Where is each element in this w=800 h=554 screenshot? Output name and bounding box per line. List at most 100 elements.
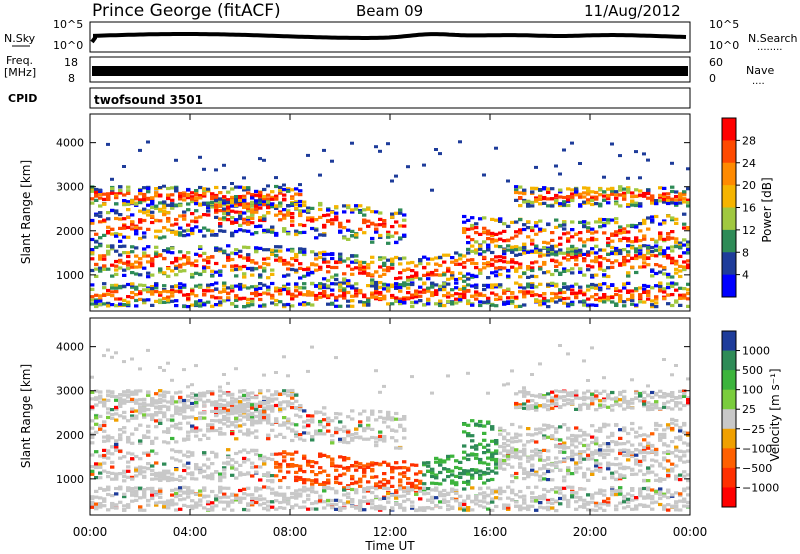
echo-cell [374,475,379,479]
echo-cell [226,416,231,420]
echo-cell [282,287,287,292]
echo-cell [590,259,595,263]
echo-cell [430,467,435,471]
echo-cell [526,470,531,475]
echo-cell [390,418,395,422]
echo-cell [230,209,235,213]
echo-cell [114,448,119,452]
echo-cell [122,393,127,397]
echo-cell [126,475,131,479]
echo-cell [514,476,519,480]
echo-cell [98,400,103,404]
echo-cell [538,188,543,192]
echo-cell [510,250,515,254]
echo-cell [662,296,667,300]
echo-cell [622,263,627,267]
echo-cell [614,249,619,253]
echo-cell [250,299,255,303]
echo-cell [258,494,263,498]
echo-cell [654,244,659,248]
echo-cell [126,440,131,444]
echo-cell [522,386,526,390]
echo-cell [178,486,183,490]
echo-cell [374,485,379,489]
echo-cell [282,258,287,263]
echo-cell [186,188,191,192]
echo-cell [674,190,679,194]
echo-cell [326,213,331,217]
echo-cell [662,198,667,202]
echo-cell [622,248,627,252]
echo-cell [226,244,231,248]
echo-cell [462,265,467,269]
echo-cell [546,449,551,453]
echo-cell [322,233,327,237]
echo-cell [266,485,271,490]
echo-cell [354,505,359,509]
echo-cell [482,431,487,435]
echo-cell [438,494,443,498]
echo-cell [210,205,215,209]
echo-cell [290,392,295,397]
echo-cell [382,224,387,228]
echo-cell [162,249,167,253]
echo-cell [158,236,163,240]
echo-cell [482,451,487,455]
nave-label: Nave [746,64,774,77]
echo-cell [686,251,691,255]
echo-cell [486,299,491,303]
echo-cell [190,473,195,477]
echo-cell [306,463,311,467]
echo-cell [654,271,659,276]
echo-cell [542,186,547,190]
echo-cell [538,294,543,298]
echo-cell [662,287,667,291]
echo-cell [466,272,471,276]
echo-cell [222,492,227,496]
echo-cell [230,284,235,288]
echo-cell [206,390,211,395]
echo-cell [334,298,339,302]
echo-cell [642,152,646,156]
echo-cell [370,412,375,416]
echo-cell [302,223,307,228]
echo-cell [594,293,599,297]
echo-cell [462,295,467,300]
echo-cell [214,296,219,300]
echo-cell [434,262,439,266]
echo-cell [170,203,175,207]
echo-cell [102,455,107,459]
echo-cell [162,430,167,434]
echo-cell [250,204,255,208]
echo-cell [322,425,327,429]
echo-cell [290,402,295,406]
echo-cell [462,456,467,460]
echo-cell [530,290,535,294]
echo-cell [470,486,475,490]
echo-cell [210,489,215,494]
echo-cell [462,450,467,454]
echo-cell [110,445,115,449]
echo-cell [266,437,271,441]
echo-cell [150,415,155,419]
echo-cell [470,273,475,277]
echo-cell [166,506,171,510]
echo-cell [654,297,659,301]
echo-cell [122,217,127,221]
echo-cell [678,254,683,258]
echo-cell [282,500,287,504]
echo-cell [610,186,615,190]
echo-cell [94,389,99,393]
echo-cell [142,207,147,211]
echo-cell [354,435,359,439]
echo-cell [654,254,659,258]
echo-cell [390,293,395,298]
echo-cell [230,432,235,436]
echo-cell [534,275,539,279]
echo-cell [306,507,311,511]
echo-cell [570,267,575,271]
echo-cell [466,371,470,375]
echo-cell [154,503,159,507]
echo-cell [526,282,531,286]
echo-cell [498,283,503,287]
